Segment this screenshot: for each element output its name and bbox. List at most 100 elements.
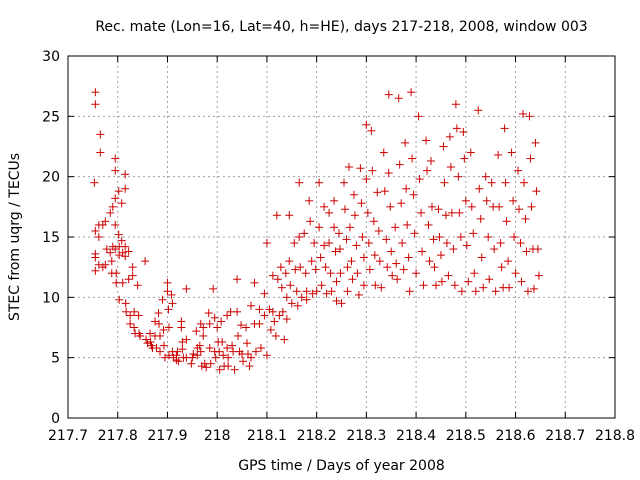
data-point [427,156,436,165]
data-points [90,88,543,374]
data-point [491,287,500,296]
x-tick-label: 217.8 [98,428,138,444]
data-point [382,235,391,244]
data-point [403,220,412,229]
data-point [391,223,400,232]
data-point [199,331,208,340]
data-point [224,353,233,362]
data-point [251,347,260,356]
data-point [215,347,224,356]
data-point [364,239,373,248]
data-point [474,106,483,115]
data-point [354,290,363,299]
data-point [219,351,228,360]
data-point [444,271,453,280]
data-point [107,257,116,266]
data-point [159,341,168,350]
y-tick-label: 10 [42,290,60,306]
data-point [326,269,335,278]
data-point [500,124,509,133]
data-point [330,223,339,232]
data-point [278,307,287,316]
x-axis-label: GPS time / Days of year 2008 [238,458,445,474]
data-point [204,309,213,318]
data-point [466,148,475,157]
data-point [187,359,196,368]
data-point [384,169,393,178]
data-point [424,220,433,229]
data-point [476,214,485,223]
data-point [405,287,414,296]
data-point [345,223,354,232]
data-point [285,257,294,266]
data-point [302,295,311,304]
data-point [115,295,124,304]
data-point [172,356,181,365]
data-point [101,260,110,269]
chart-title: Rec. mate (Lon=16, Lat=40, h=HE), days 2… [95,19,587,35]
data-point [336,245,345,254]
data-point [124,247,133,256]
data-point [325,239,334,248]
y-tick-label: 30 [42,49,60,65]
data-point [215,365,224,374]
data-point [280,335,289,344]
data-point [412,269,421,278]
data-point [192,327,201,336]
data-point [388,271,397,280]
data-point [410,229,419,238]
y-tick-label: 5 [51,351,60,367]
data-point [121,184,130,193]
data-point [417,208,426,217]
data-point [188,353,197,362]
data-point [163,278,172,287]
data-point [295,233,304,241]
data-point [450,281,459,290]
data-point [246,353,255,362]
data-point [386,202,395,211]
data-point [469,229,478,238]
data-point [471,287,480,296]
data-point [368,166,377,175]
data-point [189,350,198,359]
data-point [210,313,219,322]
data-point [343,263,352,272]
data-point [262,239,271,248]
data-point [223,344,232,353]
data-point [182,284,191,293]
data-point [456,233,465,241]
data-point [344,163,353,172]
data-point [462,241,471,250]
data-point [286,281,295,290]
data-point [460,154,469,163]
y-tick-label: 25 [42,109,60,125]
data-point [384,90,393,99]
data-point [242,323,251,332]
data-point [234,331,243,340]
data-point [224,362,233,371]
data-point [268,307,277,316]
data-point [287,299,296,308]
data-point [262,351,271,360]
data-point [371,281,380,290]
data-point [399,265,408,274]
data-point [96,148,105,157]
data-point [507,148,516,157]
data-point [199,323,208,332]
data-point [336,269,345,278]
data-point [233,275,242,284]
data-point [437,277,446,286]
data-point [300,229,309,238]
data-point [445,132,454,141]
data-point [435,233,444,241]
data-point [277,283,286,292]
data-point [350,211,359,220]
data-point [126,311,135,320]
data-point [164,305,173,314]
data-point [519,109,528,118]
data-point [353,269,362,278]
data-point [163,287,172,296]
data-point [273,275,282,284]
data-point [285,211,294,220]
data-point [293,301,302,310]
